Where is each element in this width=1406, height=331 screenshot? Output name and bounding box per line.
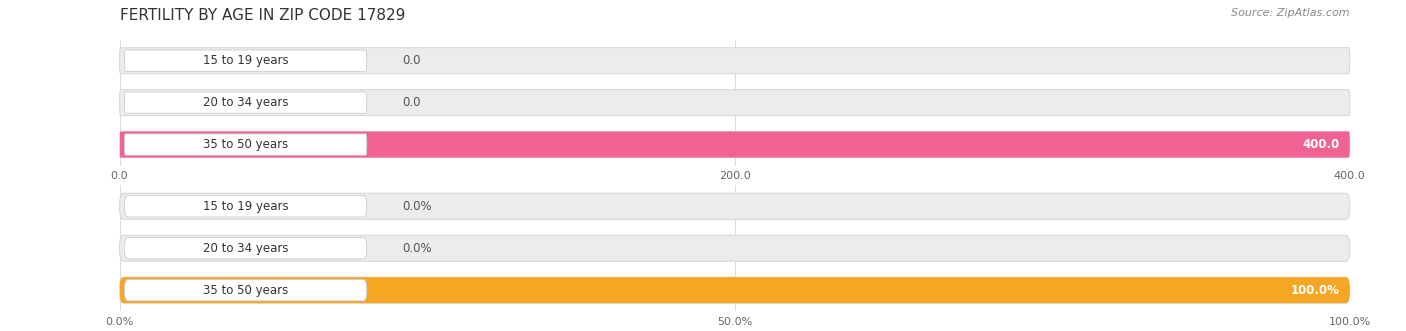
FancyBboxPatch shape xyxy=(125,50,367,71)
FancyBboxPatch shape xyxy=(125,238,367,259)
Text: 0.0%: 0.0% xyxy=(402,200,432,213)
FancyBboxPatch shape xyxy=(125,196,367,217)
FancyBboxPatch shape xyxy=(120,48,1350,74)
FancyBboxPatch shape xyxy=(120,193,1350,219)
Text: 35 to 50 years: 35 to 50 years xyxy=(202,138,288,151)
Text: 35 to 50 years: 35 to 50 years xyxy=(202,284,288,297)
FancyBboxPatch shape xyxy=(120,90,1350,116)
Text: Source: ZipAtlas.com: Source: ZipAtlas.com xyxy=(1232,8,1350,18)
FancyBboxPatch shape xyxy=(125,134,367,155)
Text: 20 to 34 years: 20 to 34 years xyxy=(202,242,288,255)
Text: 400.0: 400.0 xyxy=(1303,138,1340,151)
Text: 15 to 19 years: 15 to 19 years xyxy=(202,54,288,67)
Text: 15 to 19 years: 15 to 19 years xyxy=(202,200,288,213)
Text: 0.0: 0.0 xyxy=(402,96,420,109)
Text: 20 to 34 years: 20 to 34 years xyxy=(202,96,288,109)
Text: 0.0%: 0.0% xyxy=(402,242,432,255)
FancyBboxPatch shape xyxy=(120,277,1350,303)
FancyBboxPatch shape xyxy=(120,131,1350,158)
FancyBboxPatch shape xyxy=(120,131,1350,158)
FancyBboxPatch shape xyxy=(120,277,1350,303)
Text: 0.0: 0.0 xyxy=(402,54,420,67)
Text: FERTILITY BY AGE IN ZIP CODE 17829: FERTILITY BY AGE IN ZIP CODE 17829 xyxy=(120,8,405,23)
FancyBboxPatch shape xyxy=(120,235,1350,261)
FancyBboxPatch shape xyxy=(125,92,367,113)
Text: 100.0%: 100.0% xyxy=(1291,284,1340,297)
FancyBboxPatch shape xyxy=(125,279,367,301)
